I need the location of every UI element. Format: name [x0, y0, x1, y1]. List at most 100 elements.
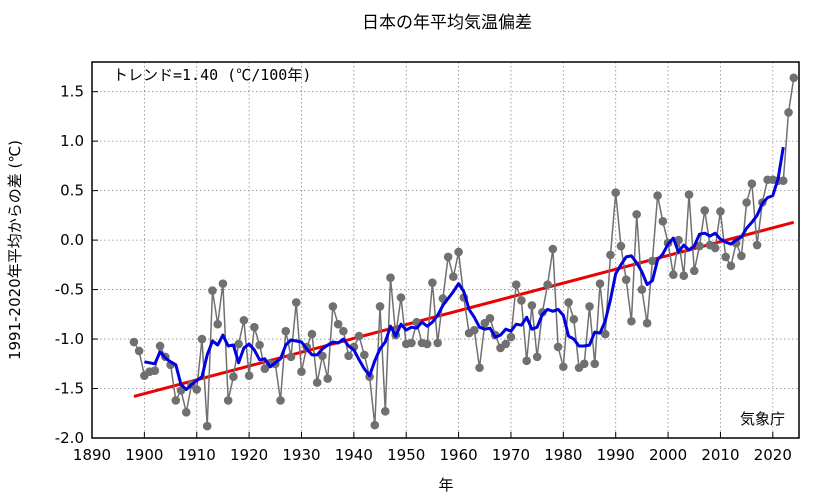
- annual-point: [600, 329, 610, 339]
- y-tick-label: -1.0: [55, 330, 84, 348]
- annual-point: [155, 341, 165, 351]
- annual-point: [517, 296, 526, 305]
- annual-point: [606, 250, 615, 260]
- source-annotation: 気象庁: [740, 410, 785, 428]
- annual-point: [737, 251, 746, 261]
- annual-point: [218, 279, 228, 288]
- axis-ticks: 1890 1900 1910 1920 1930 1940 1950 1960 1970 1980…: [55, 83, 792, 464]
- y-tick-label: -0.5: [55, 281, 84, 299]
- annual-point: [642, 318, 652, 328]
- annual-point: [548, 244, 558, 254]
- annual-point: [470, 325, 479, 335]
- annual-point: [689, 266, 699, 276]
- x-tick-label: 2000: [649, 446, 687, 464]
- annual-point: [386, 273, 395, 283]
- annual-point: [564, 298, 573, 307]
- annual-point: [621, 275, 631, 284]
- annual-point: [747, 179, 757, 189]
- chart-title: 日本の年平均気温偏差: [362, 13, 532, 33]
- annual-point: [234, 339, 243, 349]
- x-tick-label: 1910: [178, 446, 216, 464]
- annual-point: [239, 315, 249, 325]
- annual-point: [710, 243, 720, 253]
- trend-line: [133, 220, 795, 398]
- y-axis-label: 1991-2020年平均からの差 (℃): [6, 140, 24, 360]
- y-tick-label: -2.0: [55, 429, 84, 447]
- annual-point: [506, 332, 516, 342]
- annual-point: [244, 371, 254, 380]
- annual-point: [585, 302, 594, 311]
- annual-series: [129, 73, 799, 431]
- annual-point: [428, 278, 437, 287]
- annual-point: [181, 407, 191, 417]
- x-tick-label: 2010: [701, 446, 739, 464]
- x-tick-label: 1920: [230, 446, 268, 464]
- x-tick-label: 1940: [335, 446, 373, 464]
- annual-point: [422, 339, 432, 349]
- annual-point: [202, 421, 212, 431]
- annual-point: [616, 241, 626, 251]
- y-tick-label: 1.5: [60, 83, 84, 101]
- annual-point: [229, 372, 238, 381]
- annual-point: [443, 252, 453, 262]
- x-axis-label: 年: [438, 476, 453, 494]
- annual-point: [778, 176, 788, 186]
- x-tick-label: 1890: [73, 446, 111, 464]
- trend-line-group: [133, 220, 795, 398]
- annual-point: [380, 406, 390, 416]
- annual-point: [532, 352, 542, 362]
- x-tick-label: 1990: [597, 446, 635, 464]
- annual-point: [396, 293, 406, 302]
- x-tick-label: 1900: [125, 446, 163, 464]
- annual-point: [255, 340, 264, 350]
- annual-point: [475, 363, 484, 373]
- annual-point: [611, 188, 621, 197]
- annual-point: [312, 378, 322, 387]
- annual-point: [590, 359, 600, 369]
- annual-point: [134, 346, 144, 356]
- annual-point: [700, 206, 710, 215]
- annual-point: [223, 396, 233, 405]
- annual-point: [726, 261, 736, 271]
- annual-point: [323, 374, 332, 383]
- annual-point: [370, 420, 380, 430]
- x-tick-label: 1970: [492, 446, 530, 464]
- x-tick-label: 1950: [387, 446, 425, 464]
- annual-point: [522, 356, 531, 366]
- annual-point: [632, 210, 641, 219]
- annual-point: [527, 301, 537, 310]
- annual-point: [648, 256, 657, 266]
- annual-point: [553, 342, 563, 352]
- annual-point: [208, 286, 217, 295]
- annual-point: [669, 270, 678, 280]
- annual-point: [684, 190, 694, 199]
- annual-point: [171, 396, 181, 405]
- annual-point: [192, 385, 202, 394]
- annual-point: [328, 302, 338, 311]
- moving-average-series: [144, 146, 785, 391]
- annual-point: [286, 352, 296, 362]
- annual-point: [595, 279, 605, 288]
- annual-point: [716, 207, 725, 216]
- annual-point: [344, 351, 353, 361]
- annual-point: [318, 351, 327, 361]
- annual-point: [129, 337, 139, 347]
- trend-annotation: トレンド=1.40 (℃/100年): [113, 66, 311, 84]
- annual-point: [653, 191, 662, 200]
- annual-point: [658, 217, 668, 226]
- annual-point: [752, 240, 762, 250]
- annual-point: [454, 247, 463, 257]
- annual-point: [543, 280, 552, 289]
- annual-point: [276, 396, 285, 405]
- annual-point: [721, 252, 730, 262]
- annual-point: [281, 326, 291, 336]
- plot-frame: [91, 61, 800, 439]
- annual-point: [679, 271, 689, 281]
- annual-point: [213, 319, 222, 329]
- annual-point: [197, 334, 207, 344]
- annual-point: [559, 362, 568, 372]
- annual-point: [339, 326, 348, 336]
- x-tick-label: 1930: [282, 446, 320, 464]
- annual-point: [695, 241, 704, 251]
